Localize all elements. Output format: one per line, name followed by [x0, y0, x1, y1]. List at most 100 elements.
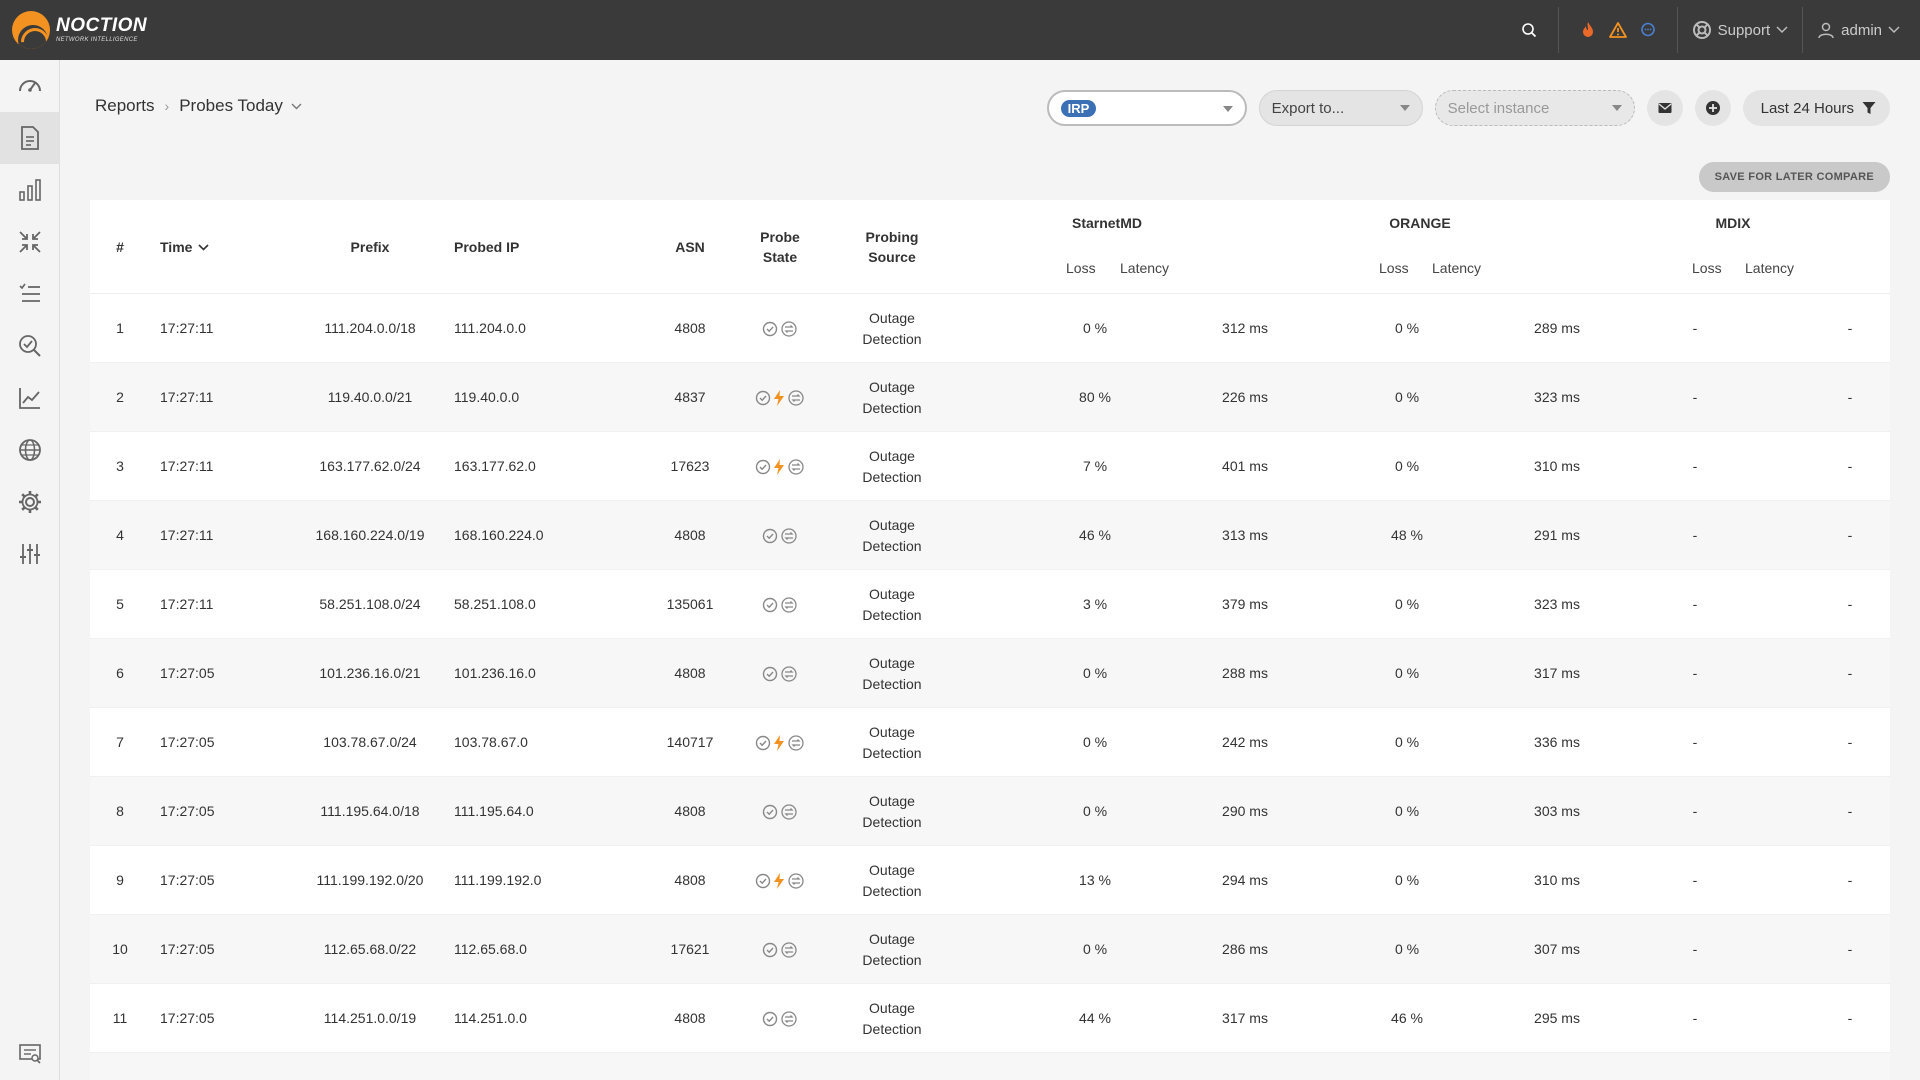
cell-num: 5	[116, 596, 124, 612]
probing-source-line2: Detection	[862, 882, 922, 899]
cell-prefix: 163.177.62.0/24	[319, 458, 421, 474]
check-circle-icon	[755, 390, 771, 405]
table-row[interactable]: 2 17:27:11 119.40.0.0/21 119.40.0.0 4837 80 %…	[90, 363, 1890, 432]
cell-probing-source: Outage Detection	[842, 294, 942, 363]
cell-probing-source: Outage Detection	[842, 846, 942, 915]
probing-source-line2: Detection	[862, 1020, 922, 1037]
sidebar-feedback[interactable]	[0, 1034, 60, 1074]
probing-source-line1: Outage	[869, 654, 915, 671]
sidebar-item-graphs[interactable]	[0, 372, 60, 424]
breadcrumb-current[interactable]: Probes Today	[179, 96, 283, 115]
noction-logo[interactable]: NOCTION NETWORK INTELLIGENCE	[12, 0, 147, 60]
cell-mdix-latency: -	[1847, 389, 1853, 405]
probing-source-line1: Outage	[869, 585, 915, 602]
divider	[1676, 7, 1678, 53]
time-range-label: Last 24 Hours	[1760, 99, 1854, 117]
sidebar-item-explorer[interactable]	[0, 320, 60, 372]
table-row[interactable]: 6 17:27:05 101.236.16.0/21 101.236.16.0 4808…	[90, 639, 1890, 708]
sidebar-item-dashboard[interactable]	[0, 60, 60, 112]
table-row[interactable]: 5 17:27:11 58.251.108.0/24 58.251.108.0 1350…	[90, 570, 1890, 639]
chat-icon[interactable]	[1633, 0, 1663, 60]
email-button[interactable]	[1646, 90, 1683, 126]
cell-mdix-loss: -	[1692, 458, 1698, 474]
cell-time: 17:27:05	[160, 872, 215, 888]
user-menu[interactable]: admin	[1817, 0, 1900, 60]
sidebar-item-list[interactable]	[0, 268, 60, 320]
sidebar-item-global[interactable]	[0, 424, 60, 476]
cell-mdix-latency: -	[1847, 596, 1853, 612]
table-row[interactable]: 1 17:27:11 111.204.0.0/18 111.204.0.0 4808 0 …	[90, 294, 1890, 363]
time-range-filter[interactable]: Last 24 Hours	[1742, 90, 1890, 126]
cell-num: 3	[116, 458, 124, 474]
cell-orange-loss: 0 %	[1394, 665, 1420, 681]
probing-source-line1: Outage	[869, 930, 915, 947]
table-row[interactable]: 9 17:27:05 111.199.192.0/20 111.199.192.0 48…	[90, 846, 1890, 915]
cell-mdix-latency: -	[1847, 527, 1853, 543]
sidebar-item-statistics[interactable]	[0, 164, 60, 216]
cell-probing-source: Outage Detection	[842, 915, 942, 984]
cell-starnetmd-loss: 44 %	[1079, 1010, 1111, 1026]
table-row[interactable]: 10 17:27:05 112.65.68.0/22 112.65.68.0 17621…	[90, 915, 1890, 984]
col-time-header[interactable]: Time	[160, 237, 240, 257]
cell-probe-state	[740, 708, 820, 777]
brand-subtitle: NETWORK INTELLIGENCE	[56, 37, 138, 43]
col-asn-header: ASN	[675, 239, 705, 255]
table-row[interactable]: 4 17:27:11 168.160.224.0/19 168.160.224.0 48…	[90, 501, 1890, 570]
sidebar-item-compress[interactable]	[0, 216, 60, 268]
cell-mdix-latency: -	[1847, 458, 1853, 474]
cell-probe-state	[740, 777, 820, 846]
cell-probing-source: Outage Detection	[842, 501, 942, 570]
cell-asn: 4808	[674, 665, 706, 681]
cell-probing-source: Outage Detection	[842, 639, 942, 708]
cell-mdix-latency: -	[1847, 872, 1853, 888]
breadcrumb: Reports › Probes Today	[95, 96, 302, 116]
col-probe-state-header: Probe State	[740, 227, 820, 267]
sidebar-item-configuration[interactable]	[0, 528, 60, 580]
cell-asn: 4837	[674, 389, 706, 405]
cell-time: 17:27:05	[160, 665, 215, 681]
add-button[interactable]	[1694, 90, 1731, 126]
sidebar-item-settings[interactable]	[0, 476, 60, 528]
reroute-icon	[788, 458, 804, 475]
cell-prefix: 112.65.68.0/22	[323, 941, 417, 957]
probing-source-line1: Outage	[869, 378, 915, 395]
cell-mdix-loss: -	[1692, 389, 1698, 405]
probing-source-line1: Outage	[869, 999, 915, 1016]
instance-placeholder: Select instance	[1447, 99, 1550, 117]
mdix-latency-header: Latency	[1745, 260, 1795, 276]
search-icon[interactable]	[1514, 0, 1544, 60]
cell-starnetmd-latency: 294 ms	[1222, 872, 1268, 888]
table-row[interactable]: 8 17:27:05 111.195.64.0/18 111.195.64.0 4808…	[90, 777, 1890, 846]
irp-select[interactable]: IRP	[1046, 90, 1247, 126]
warning-icon[interactable]	[1603, 0, 1633, 60]
chevron-down-icon[interactable]	[291, 103, 302, 110]
table-row[interactable]: Outage	[90, 1053, 1890, 1080]
check-circle-icon	[762, 528, 778, 543]
instance-select[interactable]: Select instance	[1434, 90, 1635, 126]
divider	[1557, 7, 1559, 53]
bar-chart-icon	[19, 179, 41, 201]
export-select[interactable]: Export to...	[1258, 90, 1423, 126]
bolt-icon	[774, 389, 784, 406]
cell-starnetmd-latency: 226 ms	[1222, 389, 1268, 405]
cell-orange-loss: 0 %	[1394, 458, 1420, 474]
fire-icon[interactable]	[1573, 0, 1603, 60]
cell-starnetmd-latency: 401 ms	[1222, 458, 1268, 474]
cell-probe-state	[740, 294, 820, 363]
reroute-icon	[788, 872, 804, 889]
table-row[interactable]: 3 17:27:11 163.177.62.0/24 163.177.62.0 1762…	[90, 432, 1890, 501]
breadcrumb-reports[interactable]: Reports	[95, 96, 155, 115]
table-row[interactable]: 7 17:27:05 103.78.67.0/24 103.78.67.0 140717…	[90, 708, 1890, 777]
table-row[interactable]: 11 17:27:05 114.251.0.0/19 114.251.0.0 4808 4…	[90, 984, 1890, 1053]
probing-source-line2: Detection	[862, 951, 922, 968]
col-time-label: Time	[160, 239, 193, 255]
sidebar-item-reports[interactable]	[0, 112, 60, 164]
check-circle-icon	[755, 459, 771, 474]
reroute-icon	[781, 596, 797, 613]
support-menu[interactable]: Support	[1692, 0, 1789, 60]
cell-orange-loss: 0 %	[1394, 803, 1420, 819]
probing-source-line2: Detection	[862, 330, 922, 347]
cell-prefix	[285, 1053, 455, 1080]
save-for-later-compare-button[interactable]: SAVE FOR LATER COMPARE	[1698, 162, 1890, 192]
probing-source-line2: Detection	[862, 675, 922, 692]
